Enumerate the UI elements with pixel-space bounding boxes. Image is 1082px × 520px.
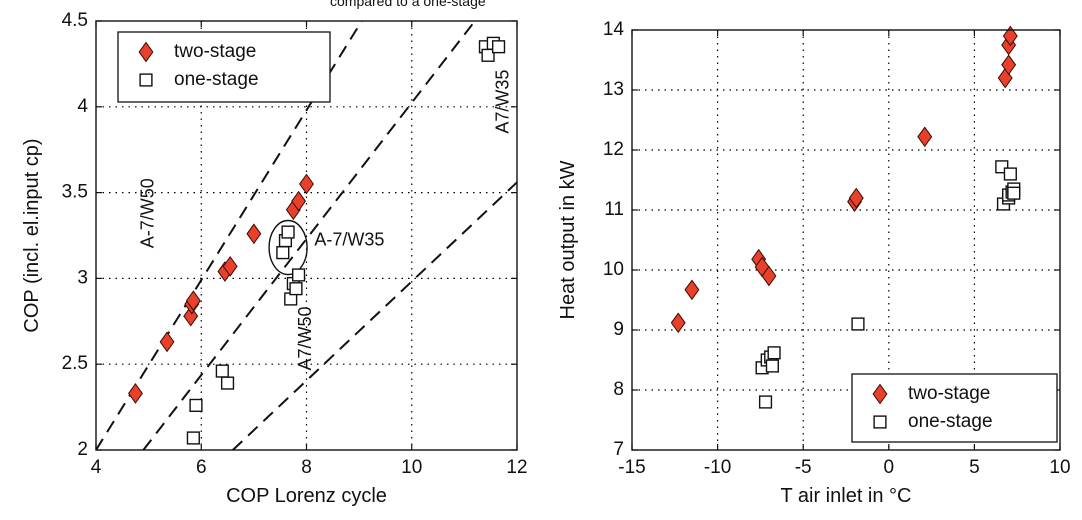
two-stage-point (848, 187, 864, 209)
two-stage-point (128, 383, 143, 404)
y-tick-label: 7 (613, 439, 624, 460)
y-tick-label: 3 (77, 267, 88, 288)
x-tick-label: 12 (506, 457, 527, 478)
one-stage-point (1003, 167, 1017, 181)
legend-label: one-stage (174, 69, 259, 90)
reference-line (232, 181, 517, 450)
one-stage-point (220, 376, 235, 390)
y-tick-label: 8 (613, 379, 624, 400)
y-tick-label: 4 (77, 96, 88, 117)
legend-box (851, 373, 1058, 443)
x-tick-label: -10 (704, 457, 731, 478)
x-tick-label: -5 (795, 457, 812, 478)
one-stage-point (186, 431, 200, 445)
annotation-label: A-7/W35 (314, 229, 384, 249)
highlight-ellipse (268, 219, 308, 276)
one-stage-point (289, 282, 303, 296)
annotation-label: A7/W50 (295, 306, 315, 370)
one-stage-point (873, 415, 887, 429)
two-stage-point (246, 223, 262, 245)
one-stage-point (767, 346, 781, 360)
one-stage-point (995, 160, 1009, 174)
cop-plot: A-7/W50 A-7/W35 A7/W50 A7/W35 4 6 8 10 12 2 2.5 3 3.… (21, 10, 528, 507)
two-stage-point (1001, 54, 1017, 76)
two-stage-point (670, 312, 686, 334)
two-stage-point (185, 290, 201, 312)
x-axis-label: T air inlet in °C (780, 485, 911, 507)
y-tick-label: 3.5 (62, 182, 88, 203)
y-tick-label: 13 (603, 79, 624, 100)
reference-line (142, 21, 476, 450)
one-stage-point (491, 40, 506, 54)
two-stage-point (159, 331, 175, 353)
one-stage-point (276, 246, 290, 260)
y-tick-label: 9 (613, 319, 624, 340)
one-stage-point (851, 317, 865, 331)
y-tick-label: 12 (603, 139, 624, 160)
one-stage-point (765, 359, 779, 373)
y-tick-label: 2.5 (62, 353, 88, 374)
x-tick-label: -15 (618, 457, 645, 478)
legend-box (117, 31, 331, 103)
axes-box (631, 29, 1061, 451)
one-stage-point (1007, 186, 1021, 200)
two-stage-point (291, 190, 307, 212)
legend: two-stage one-stage (851, 373, 1058, 443)
two-stage-point (872, 383, 888, 405)
one-stage-point (189, 398, 203, 412)
y-tick-label: 11 (604, 199, 624, 220)
one-stage-point (139, 73, 153, 87)
x-tick-label: 8 (301, 457, 312, 478)
y-tick-label: 2 (77, 439, 88, 460)
y-tick-label: 4.5 (62, 10, 88, 31)
x-axis-label: COP Lorenz cycle (226, 485, 387, 507)
one-stage-point (292, 268, 306, 282)
two-stage-point (684, 279, 700, 301)
legend-label: two-stage (174, 41, 256, 62)
y-tick-label: 14 (603, 19, 625, 40)
one-stage-point (758, 395, 773, 409)
heat-output-plot: -15 -10 -5 0 5 10 7 8 9 10 11 12 13 14 T air inlet in … (557, 19, 1071, 507)
two-stage-point (222, 256, 238, 277)
y-axis-label: COP (incl. el.input cp) (21, 138, 43, 332)
legend: two-stage one-stage (117, 31, 331, 103)
two-stage-point (761, 265, 777, 287)
one-stage-point (281, 225, 295, 239)
two-stage-point (1002, 25, 1018, 47)
legend-label: two-stage (908, 383, 990, 404)
two-stage-point (138, 41, 154, 63)
one-stage-point (215, 364, 229, 378)
x-tick-label: 4 (91, 457, 102, 478)
y-tick-label: 10 (603, 259, 624, 280)
x-tick-label: 5 (969, 457, 980, 478)
legend-label: one-stage (908, 411, 993, 432)
annotation-label: A7/W35 (493, 70, 513, 134)
two-stage-point (917, 126, 933, 148)
y-axis-label: Heat output in kW (557, 160, 579, 319)
annotation-label: A-7/W50 (137, 178, 157, 248)
x-tick-label: 0 (884, 457, 895, 478)
x-tick-label: 10 (401, 457, 422, 478)
x-tick-label: 6 (196, 457, 207, 478)
x-tick-label: 10 (1049, 457, 1070, 478)
two-stage-point (183, 305, 199, 327)
caption-fragment: compared to a one-stage (330, 0, 486, 9)
two-stage-point (299, 173, 314, 195)
